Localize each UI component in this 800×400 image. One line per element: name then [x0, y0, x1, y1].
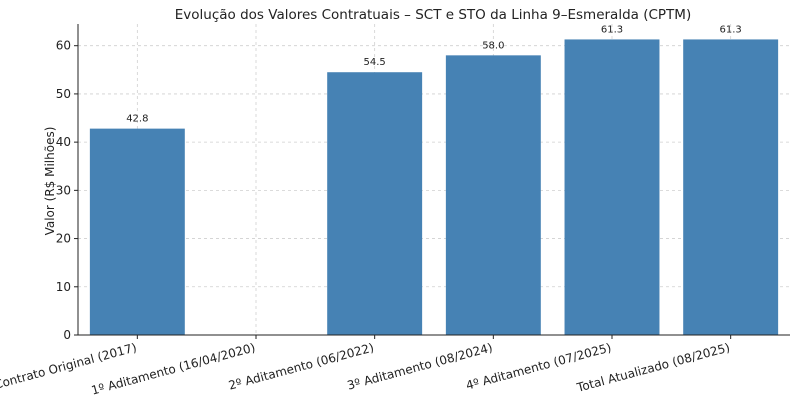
bar [564, 39, 660, 336]
y-tick-label: 40 [56, 135, 71, 149]
bar [327, 72, 423, 336]
chart-title: Evolução dos Valores Contratuais – SCT e… [175, 7, 691, 23]
bar [683, 39, 779, 336]
data-label: 61.3 [720, 24, 742, 35]
bars [89, 39, 779, 336]
data-labels: 42.8 54.5 58.0 61.3 61.3 [126, 24, 742, 124]
axes [74, 24, 790, 339]
y-tick-label: 0 [63, 328, 71, 342]
data-label: 61.3 [601, 24, 623, 35]
data-label: 54.5 [364, 57, 386, 68]
y-tick-label: 10 [56, 280, 71, 294]
bar [445, 55, 541, 335]
data-label: 42.8 [126, 114, 148, 125]
y-tick-label: 30 [56, 183, 71, 197]
y-tick-label: 50 [56, 87, 71, 101]
bar [89, 128, 185, 335]
y-axis-label: Valor (R$ Milhões) [43, 127, 57, 236]
data-label: 58.0 [482, 40, 504, 51]
y-tick-label: 60 [56, 39, 71, 53]
y-tick-label: 20 [56, 232, 71, 246]
